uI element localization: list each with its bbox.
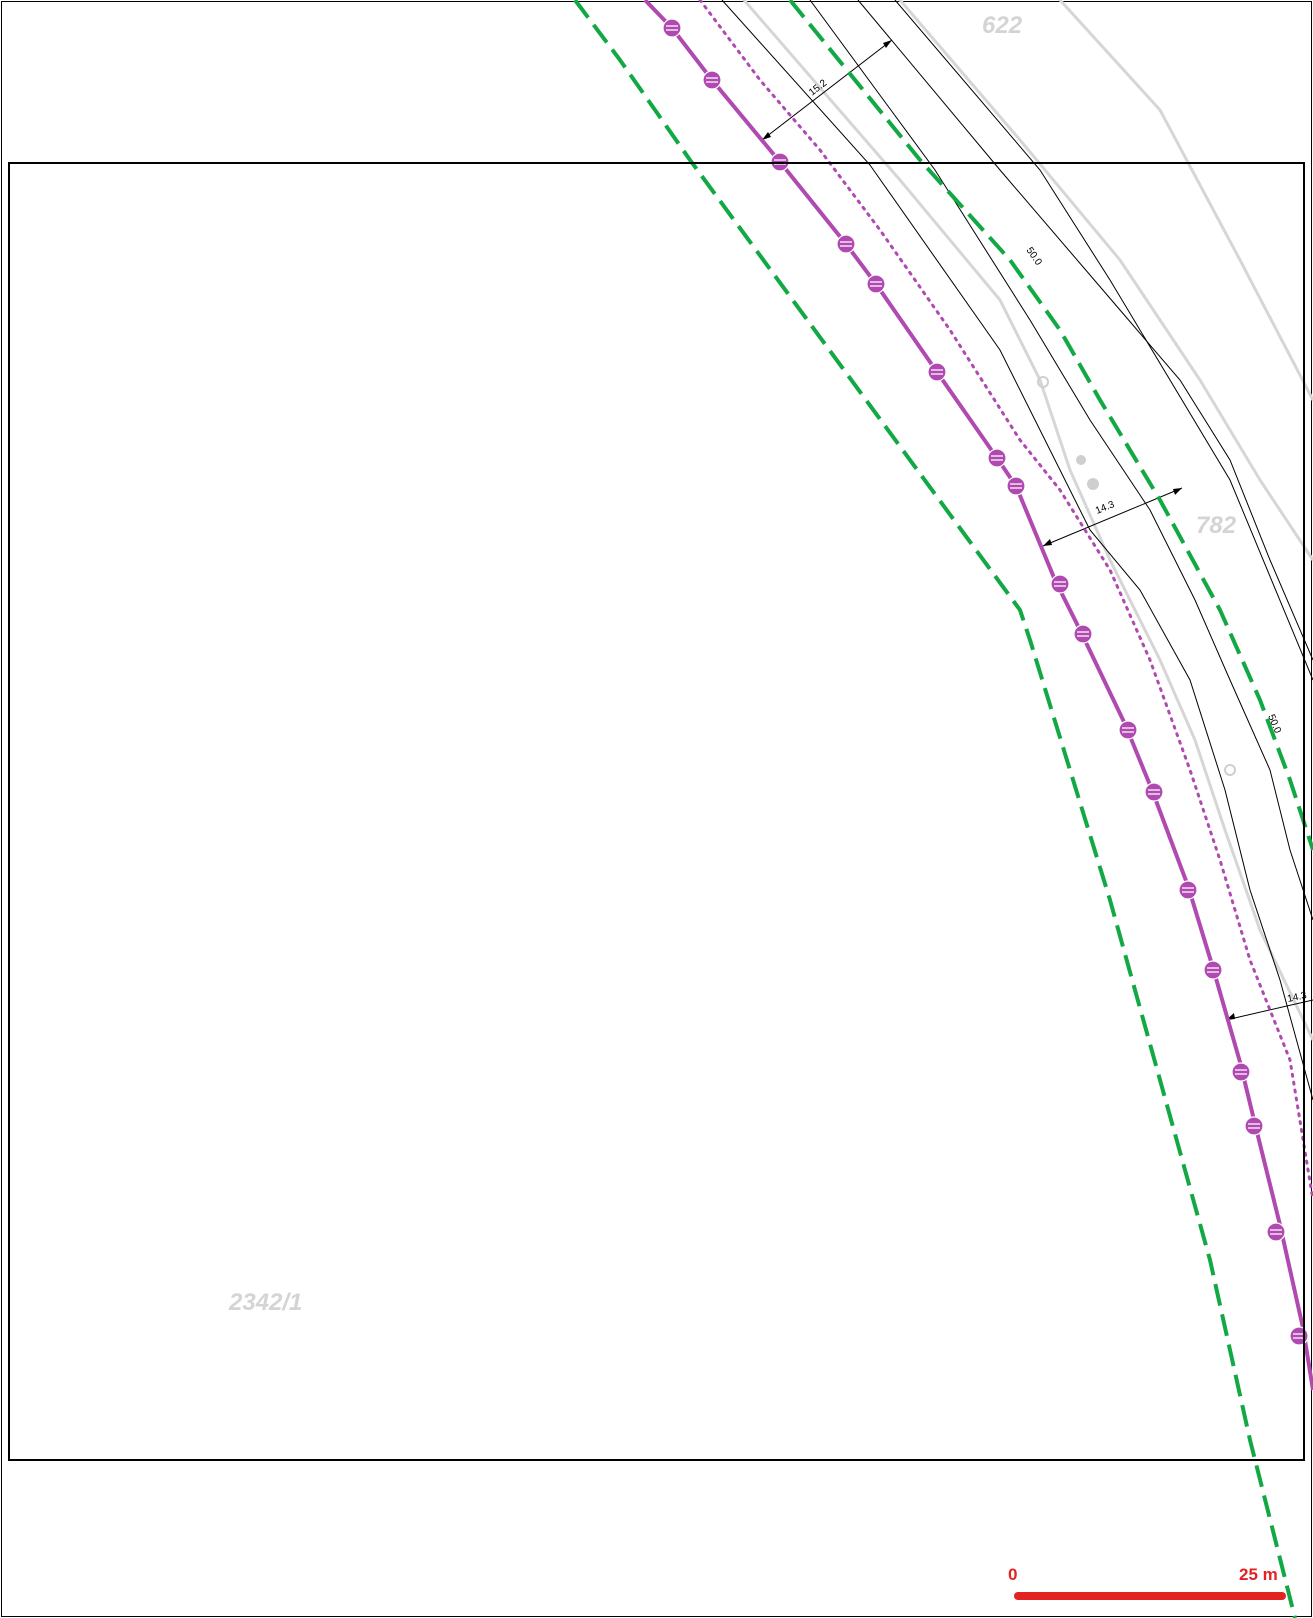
green-dashed-boundaries: [573, 0, 1313, 1618]
parcel-label-622: 622: [982, 12, 1023, 39]
plot-line: [721, 0, 1313, 1101]
pipe-node: [927, 362, 947, 382]
scale-bar-start-label: 0: [1008, 1565, 1017, 1584]
pipe-node: [702, 70, 722, 90]
survey-marker: [1037, 376, 1049, 388]
survey-marker: [1087, 478, 1099, 490]
pipe-node: [662, 18, 682, 38]
arrow-head: [883, 40, 892, 48]
map-frame: [8, 162, 1305, 1461]
pipeline-main: [643, 0, 1313, 1391]
pipe-node: [1118, 720, 1138, 740]
parcel-label-2342-1: 2342/1: [228, 1289, 302, 1316]
pipe-node: [987, 448, 1007, 468]
dimension-label: 50.0: [1024, 245, 1044, 268]
boundary-dashed-right: [788, 0, 1313, 851]
parcel-boundary-line: [1058, 0, 1313, 402]
pipeline-nodes: [662, 18, 1309, 1346]
scale-bar: 0 25 m: [1008, 1565, 1286, 1600]
dimension-label: 14.3: [1094, 499, 1117, 517]
pipe-node: [1266, 1222, 1286, 1242]
parcel-boundary-line: [742, 0, 1313, 1042]
dimension-line: [1225, 999, 1313, 1021]
pipe-node: [1006, 476, 1026, 496]
survey-marker: [1224, 764, 1236, 776]
scale-bar-end-label: 25 m: [1239, 1565, 1278, 1584]
dimension-arrows: [762, 40, 1235, 1020]
pipe-node: [1073, 624, 1093, 644]
plot-lines: [721, 0, 1313, 1101]
arrow-head: [1173, 488, 1182, 495]
parcel-boundaries: [742, 0, 1313, 1042]
pipe-node: [1203, 960, 1223, 980]
pipe-node: [1244, 1116, 1264, 1136]
pipe-node: [1178, 880, 1198, 900]
plot-line: [809, 0, 1313, 921]
parcel-label-782: 782: [1196, 512, 1237, 539]
pipe-node: [1144, 782, 1164, 802]
dimension-label: 14.3: [1286, 990, 1308, 1005]
boundary-dashed-left: [573, 0, 1297, 1618]
pipe-node: [1231, 1062, 1251, 1082]
pipe-node: [1050, 574, 1070, 594]
dimension-line: [761, 39, 893, 141]
pipe-node: [836, 234, 856, 254]
arrow-head: [1043, 539, 1052, 546]
survey-marker: [1076, 455, 1086, 465]
parcel-boundary-line: [898, 0, 1313, 562]
arrow-head: [762, 132, 771, 140]
plot-line: [857, 0, 1313, 661]
survey-markers: [1037, 376, 1236, 776]
pipe-node: [1289, 1326, 1309, 1346]
plot-line: [894, 0, 1313, 681]
pipe-node: [866, 274, 886, 294]
